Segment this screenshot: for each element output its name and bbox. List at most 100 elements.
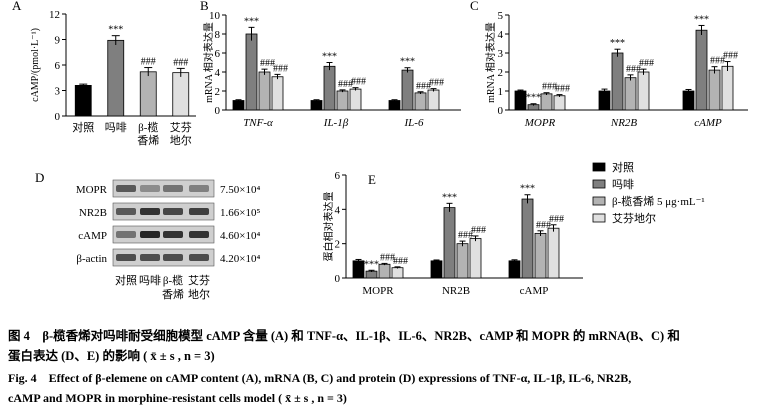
significance-label: ### (173, 57, 188, 68)
significance-label: *** (322, 52, 337, 63)
y-axis-label: mRNA 相对表达量 (484, 22, 497, 103)
y-tick-label: 2 (335, 239, 341, 251)
y-tick-label: 6 (215, 48, 221, 60)
blot-band (163, 208, 183, 215)
bar (245, 33, 258, 111)
y-axis-label: cAMP/(pmol·L⁻¹) (30, 28, 41, 102)
molecular-weight: 4.60×10⁴ (220, 230, 260, 242)
panel-d-western-blot: D MOPR 7.50×10⁴ NR2B 1.66×10⁵ cAMP 4.60×10⁴ β-… (35, 170, 260, 301)
lane-label: 对照 (115, 273, 137, 287)
significance-label: *** (610, 38, 625, 49)
panel-label: A (12, 0, 22, 13)
bar (352, 260, 365, 279)
x-tick-label: NR2B (610, 117, 638, 129)
significance-label: ### (351, 77, 366, 88)
x-tick-label: cAMP (520, 285, 549, 297)
significance-label: *** (442, 192, 457, 203)
bar (624, 77, 637, 111)
significance-label: *** (526, 93, 541, 104)
legend-entry: β-榄香烯 5 μg·mL⁻¹ (612, 195, 705, 208)
significance-label: ### (429, 78, 444, 89)
y-tick-label: 4 (215, 67, 221, 79)
y-tick-label: 12 (49, 9, 60, 21)
y-tick-label: 5 (498, 10, 504, 22)
bar (107, 39, 125, 117)
significance-label: *** (244, 16, 259, 27)
x-tick-label: 香烯 (137, 134, 159, 147)
blot-band (189, 208, 209, 215)
blot-band (140, 185, 160, 192)
y-tick-label: 0 (215, 105, 221, 117)
x-tick-label: 对照 (72, 120, 94, 134)
bar (598, 90, 611, 111)
caption-en-line2: cAMP and MOPR in morphine-resistant cell… (8, 391, 347, 405)
significance-label: ### (536, 220, 551, 231)
significance-label: ### (338, 79, 353, 90)
bar (637, 71, 650, 111)
blot-band (189, 231, 209, 238)
bar (456, 243, 469, 279)
y-axis-label: 蛋白相对表达量 (322, 192, 335, 262)
y-tick-label: 8 (215, 29, 221, 41)
x-tick-label: MOPR (362, 285, 394, 297)
significance-label: *** (694, 14, 709, 25)
bar (310, 100, 323, 111)
x-tick-label: NR2B (442, 285, 470, 297)
y-tick-label: 6 (335, 170, 341, 182)
panel-label: C (470, 0, 479, 13)
lane-label: 艾芬 (188, 274, 210, 287)
blot-band (189, 185, 209, 192)
bar (378, 263, 391, 279)
bar (172, 72, 190, 117)
lane-label: 吗啡 (139, 274, 161, 287)
y-tick-label: 2 (498, 67, 504, 79)
blot-band (163, 231, 183, 238)
legend-entry: 对照 (612, 160, 634, 174)
blot-band (140, 208, 160, 215)
significance-label: ### (393, 256, 408, 267)
bar (430, 260, 443, 279)
bar (232, 100, 245, 111)
bar (553, 95, 566, 111)
significance-label: ### (141, 57, 156, 68)
bar (414, 92, 427, 111)
bar (547, 227, 560, 279)
legend-entry: 吗啡 (612, 178, 634, 191)
blot-band (116, 231, 136, 238)
panel-e-protein-expression: E0246蛋白相对表达量***######MOPR***######NR2B**… (322, 170, 583, 297)
x-tick-label: cAMP (694, 117, 722, 129)
lane-label: 香烯 (162, 288, 184, 301)
legend-swatch (592, 162, 606, 172)
panel-a-cAMP-content: A 0 3 6 9 12 cAMP/(pmol·L⁻¹) 对照 *** 吗啡 ### β-榄香烯 ###… (12, 0, 196, 147)
significance-label: ### (710, 56, 725, 67)
bar (391, 267, 404, 279)
lane-label: β-榄 (163, 274, 183, 287)
x-tick-label: 吗啡 (105, 121, 127, 134)
significance-label: ### (549, 214, 564, 225)
significance-label: *** (108, 25, 123, 36)
panel-d-label: D (35, 170, 44, 185)
significance-label: ### (380, 252, 395, 263)
significance-label: ### (639, 58, 654, 69)
blot-band (163, 254, 183, 261)
y-tick-label: 0 (498, 105, 504, 117)
molecular-weight: 1.66×10⁵ (220, 207, 260, 219)
protein-name: β-actin (76, 253, 107, 265)
y-tick-label: 2 (215, 86, 221, 98)
y-tick-label: 3 (498, 48, 504, 60)
y-tick-label: 4 (335, 204, 341, 216)
significance-label: *** (400, 57, 415, 68)
legend-swatch (592, 179, 606, 189)
significance-label: *** (364, 259, 379, 270)
x-tick-label: IL-1β (323, 117, 349, 129)
bar (365, 270, 378, 279)
legend-entry: 艾芬地尔 (612, 212, 656, 225)
bar (540, 93, 553, 111)
bar (271, 76, 284, 111)
y-tick-label: 9 (55, 35, 61, 47)
caption: 图 4 β-榄香烯对吗啡耐受细胞模型 cAMP 含量 (A) 和 TNF-α、I… (8, 328, 680, 405)
x-tick-label: MOPR (524, 117, 556, 129)
